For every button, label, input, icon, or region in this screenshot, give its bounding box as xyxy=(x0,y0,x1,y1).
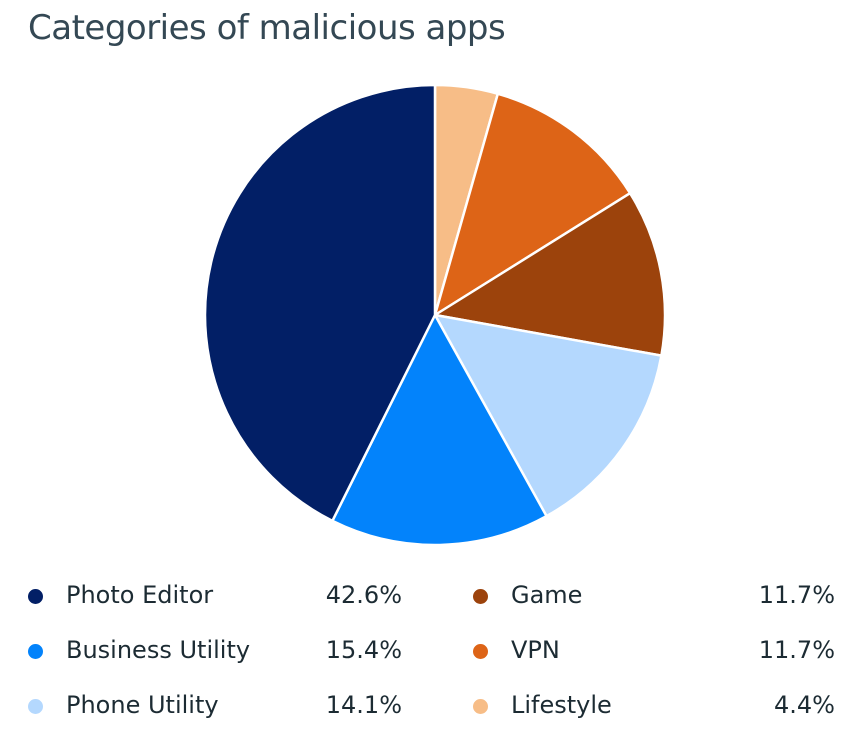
legend-swatch xyxy=(473,699,488,714)
pie-slice-game xyxy=(433,191,667,357)
legend-swatch xyxy=(473,644,488,659)
legend-swatch xyxy=(28,644,43,659)
pie-slice-photo-editor xyxy=(203,83,437,523)
legend: Photo Editor 42.6% Business Utility 15.4% Ph… xyxy=(0,570,868,729)
legend-item-lifestyle: Lifestyle 4.4% xyxy=(473,683,835,723)
pie-slice-vpn xyxy=(433,92,632,317)
legend-item-photo-editor: Photo Editor 42.6% xyxy=(28,573,402,613)
legend-swatch xyxy=(28,699,43,714)
legend-label: Business Utility xyxy=(66,636,251,664)
pie-slices xyxy=(203,83,667,547)
pie-slice-phone-utility xyxy=(433,313,663,518)
chart-title: Categories of malicious apps xyxy=(28,8,506,48)
legend-label: Photo Editor xyxy=(66,581,214,609)
legend-value: 11.7% xyxy=(758,636,835,664)
legend-value: 11.7% xyxy=(758,581,835,609)
pie-slice-business-utility xyxy=(331,313,548,547)
legend-item-vpn: VPN 11.7% xyxy=(473,628,835,668)
legend-value: 14.1% xyxy=(325,691,402,719)
legend-item-business-utility: Business Utility 15.4% xyxy=(28,628,402,668)
legend-value: 15.4% xyxy=(325,636,402,664)
legend-value: 42.6% xyxy=(325,581,402,609)
legend-label: VPN xyxy=(511,636,560,664)
legend-label: Game xyxy=(511,581,583,609)
legend-item-game: Game 11.7% xyxy=(473,573,835,613)
legend-label: Lifestyle xyxy=(511,691,612,719)
legend-value: 4.4% xyxy=(774,691,835,719)
legend-label: Phone Utility xyxy=(66,691,219,719)
legend-swatch xyxy=(28,589,43,604)
legend-item-phone-utility: Phone Utility 14.1% xyxy=(28,683,402,723)
legend-swatch xyxy=(473,589,488,604)
